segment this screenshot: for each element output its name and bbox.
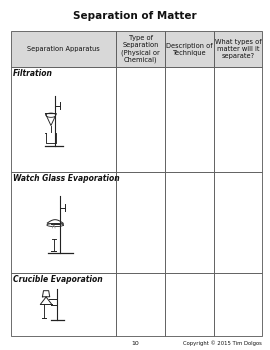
- Text: Separation of Matter: Separation of Matter: [73, 11, 197, 21]
- Bar: [165, 172, 214, 273]
- Bar: [214, 273, 262, 336]
- Bar: [116, 66, 165, 172]
- Bar: [116, 32, 165, 66]
- Bar: [214, 172, 262, 273]
- Bar: [165, 273, 214, 336]
- Bar: [11, 273, 116, 336]
- Text: 10: 10: [131, 341, 139, 346]
- Bar: [214, 32, 262, 66]
- Text: Copyright © 2015 Tim Dolgos: Copyright © 2015 Tim Dolgos: [183, 340, 262, 346]
- Bar: [165, 66, 214, 172]
- Text: Filtration: Filtration: [13, 69, 53, 78]
- Text: Description of
Technique: Description of Technique: [166, 42, 213, 56]
- Bar: [11, 172, 116, 273]
- Text: Crucible Evaporation: Crucible Evaporation: [13, 275, 103, 285]
- Text: Type of
Separation
(Physical or
Chemical): Type of Separation (Physical or Chemical…: [122, 35, 160, 63]
- Bar: [214, 66, 262, 172]
- Bar: [11, 32, 116, 66]
- Text: Watch Glass Evaporation: Watch Glass Evaporation: [13, 174, 120, 183]
- Bar: [116, 273, 165, 336]
- Text: Separation Apparatus: Separation Apparatus: [27, 46, 100, 52]
- Bar: [11, 66, 116, 172]
- Bar: [116, 172, 165, 273]
- Text: What types of
matter will it
separate?: What types of matter will it separate?: [215, 39, 261, 59]
- Bar: [165, 32, 214, 66]
